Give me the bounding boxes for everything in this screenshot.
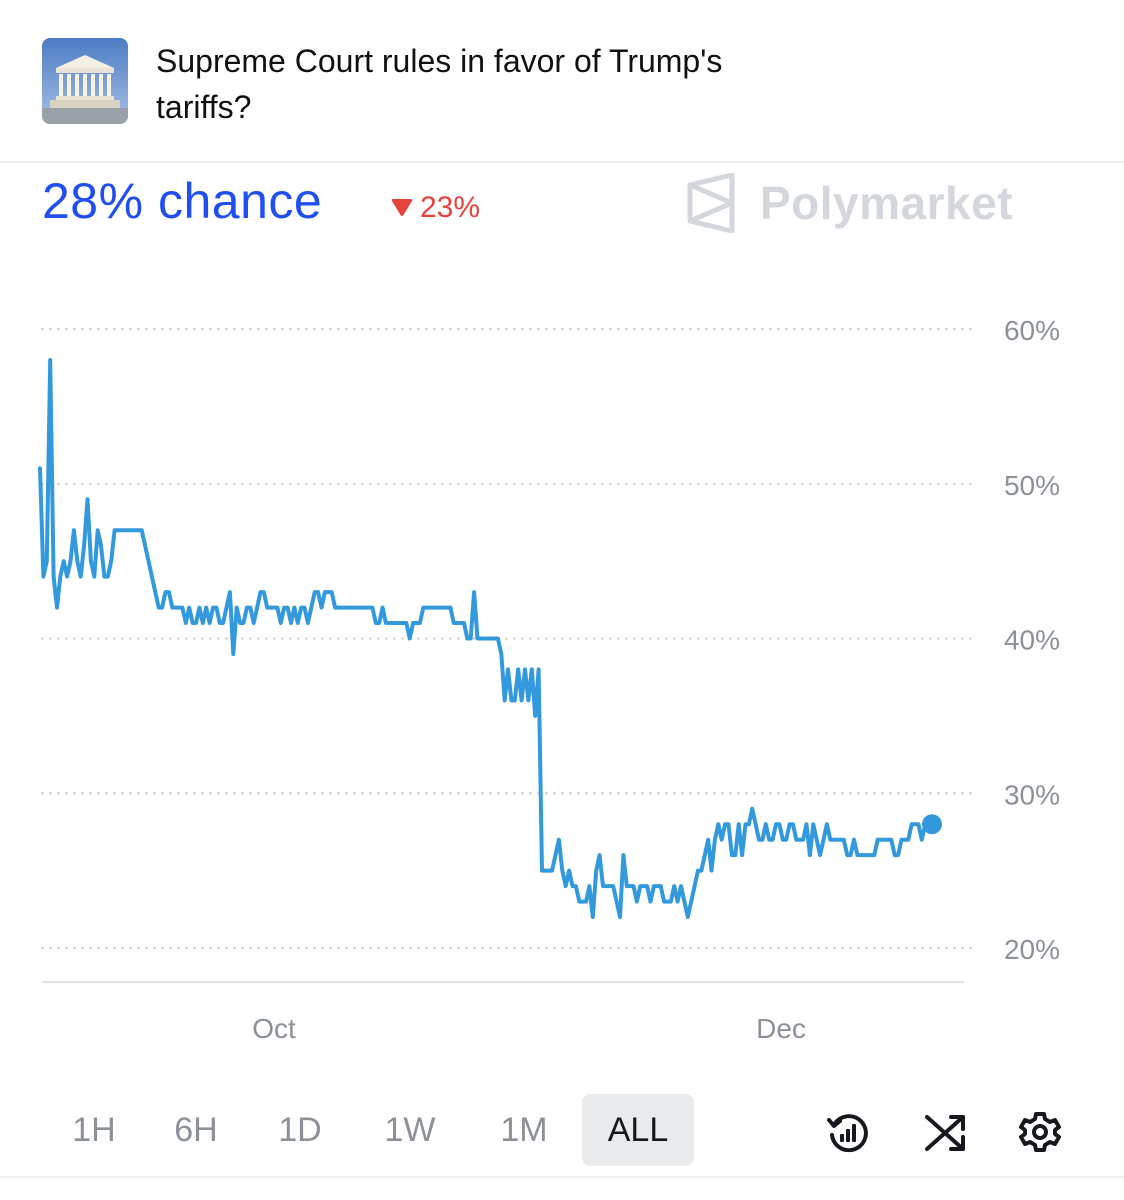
timeframe-1m-button[interactable]: 1M — [500, 1110, 548, 1149]
y-tick-label: 60% — [1004, 315, 1060, 346]
shuffle-icon[interactable] — [918, 1104, 974, 1160]
y-tick-label: 20% — [1004, 934, 1060, 965]
current-value-dot[interactable] — [922, 814, 942, 835]
history-chart-icon[interactable] — [820, 1104, 876, 1160]
timeframe-1h-button[interactable]: 1H — [72, 1110, 116, 1149]
bottom-divider — [0, 1176, 1124, 1178]
gear-icon[interactable] — [1012, 1104, 1068, 1160]
market-title[interactable]: Supreme Court rules in favor of Trump's … — [156, 43, 723, 125]
y-tick-label: 50% — [1004, 470, 1060, 501]
timeframe-selector: 1H 6H 1D 1W 1M ALL — [40, 1094, 720, 1168]
down-triangle-icon — [391, 199, 413, 216]
polymarket-icon — [687, 173, 735, 233]
y-tick-label: 40% — [1004, 625, 1060, 656]
header-divider — [0, 161, 1124, 163]
chart-toolbar — [820, 1104, 1080, 1160]
brand-name: Polymarket — [760, 177, 1014, 229]
timeframe-1d-button[interactable]: 1D — [278, 1110, 322, 1149]
chance-label: 28% chance — [42, 173, 323, 229]
change-value: 23% — [420, 191, 481, 224]
market-header: Supreme Court rules in favor of Trump's … — [0, 0, 1124, 162]
timeframe-1w-button[interactable]: 1W — [384, 1110, 436, 1149]
polymarket-logo: Polymarket — [686, 172, 1013, 234]
y-tick-label: 30% — [1004, 779, 1060, 810]
supreme-court-thumbnail[interactable] — [42, 38, 128, 124]
timeframe-6h-button[interactable]: 6H — [174, 1110, 218, 1149]
timeframe-all-button[interactable]: ALL — [582, 1094, 694, 1166]
series-line — [38, 358, 934, 919]
x-tick-label: Oct — [252, 1013, 296, 1044]
price-chart[interactable]: 60% 50% 40% 30% 20% Oct Dec — [0, 270, 1124, 1070]
x-tick-label: Dec — [756, 1013, 806, 1044]
change-indicator: 23% — [390, 190, 480, 226]
